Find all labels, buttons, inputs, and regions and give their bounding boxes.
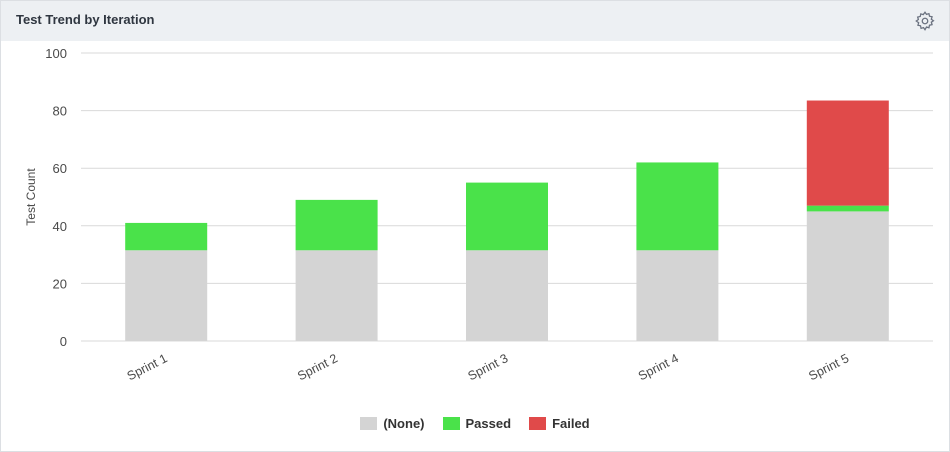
y-tick-label: 80 bbox=[53, 104, 67, 119]
x-tick-label: Sprint 2 bbox=[295, 351, 340, 383]
bar-segment-passed bbox=[295, 199, 378, 251]
stacked-bar-chart: 0 20 40 60 80 100 Test Count Sprint 1 Sprint 2 Sp… bbox=[24, 46, 933, 383]
legend-swatch bbox=[360, 416, 378, 430]
bar-segment-passed bbox=[806, 205, 889, 212]
x-tick-label: Sprint 1 bbox=[125, 351, 170, 383]
legend-label: Passed bbox=[465, 415, 512, 431]
panel-title: Test Trend by Iteration bbox=[16, 12, 155, 27]
bar-segment-none bbox=[806, 211, 889, 341]
bar-segment-passed bbox=[466, 182, 548, 251]
x-tick-label: Sprint 5 bbox=[806, 351, 851, 383]
legend-label: (None) bbox=[383, 415, 425, 431]
gear-icon[interactable] bbox=[914, 10, 936, 32]
bar-segment-none bbox=[466, 250, 548, 341]
y-tick-label: 0 bbox=[60, 334, 67, 349]
y-axis-title: Test Count bbox=[24, 168, 38, 226]
legend-item[interactable]: Passed bbox=[442, 415, 512, 431]
legend-swatch bbox=[529, 416, 547, 430]
bar-segment-none bbox=[295, 250, 378, 341]
chart-legend: (None) Passed Failed bbox=[1, 412, 949, 434]
bar-segment-none bbox=[125, 250, 208, 341]
y-tick-label: 40 bbox=[53, 219, 67, 234]
panel-header: Test Trend by Iteration bbox=[1, 1, 949, 41]
legend-swatch bbox=[442, 416, 460, 430]
bar-segment-failed bbox=[806, 100, 889, 206]
legend-label: Failed bbox=[552, 415, 590, 431]
x-tick-label: Sprint 3 bbox=[466, 351, 511, 383]
bar-segment-passed bbox=[125, 222, 208, 251]
bar-segment-passed bbox=[636, 162, 719, 251]
y-tick-label: 100 bbox=[45, 46, 67, 61]
y-tick-label: 60 bbox=[53, 161, 67, 176]
legend-item[interactable]: (None) bbox=[360, 415, 425, 431]
bar-segment-none bbox=[636, 250, 719, 341]
y-tick-label: 20 bbox=[53, 276, 67, 291]
legend-item[interactable]: Failed bbox=[529, 416, 590, 431]
x-tick-label: Sprint 4 bbox=[636, 351, 681, 383]
